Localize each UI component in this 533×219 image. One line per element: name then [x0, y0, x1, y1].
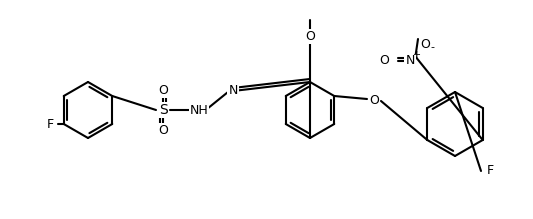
Text: +: +	[412, 50, 420, 60]
Text: N: N	[405, 55, 415, 67]
Text: O: O	[158, 83, 168, 97]
Text: S: S	[159, 103, 167, 117]
Text: N: N	[228, 83, 238, 97]
Text: -: -	[430, 42, 434, 52]
Text: F: F	[46, 118, 54, 131]
Text: NH: NH	[190, 104, 208, 117]
Text: F: F	[487, 164, 494, 178]
Text: O: O	[379, 55, 389, 67]
Text: O: O	[305, 30, 315, 42]
Text: O: O	[420, 37, 430, 51]
Text: O: O	[369, 95, 379, 108]
Text: O: O	[158, 124, 168, 136]
